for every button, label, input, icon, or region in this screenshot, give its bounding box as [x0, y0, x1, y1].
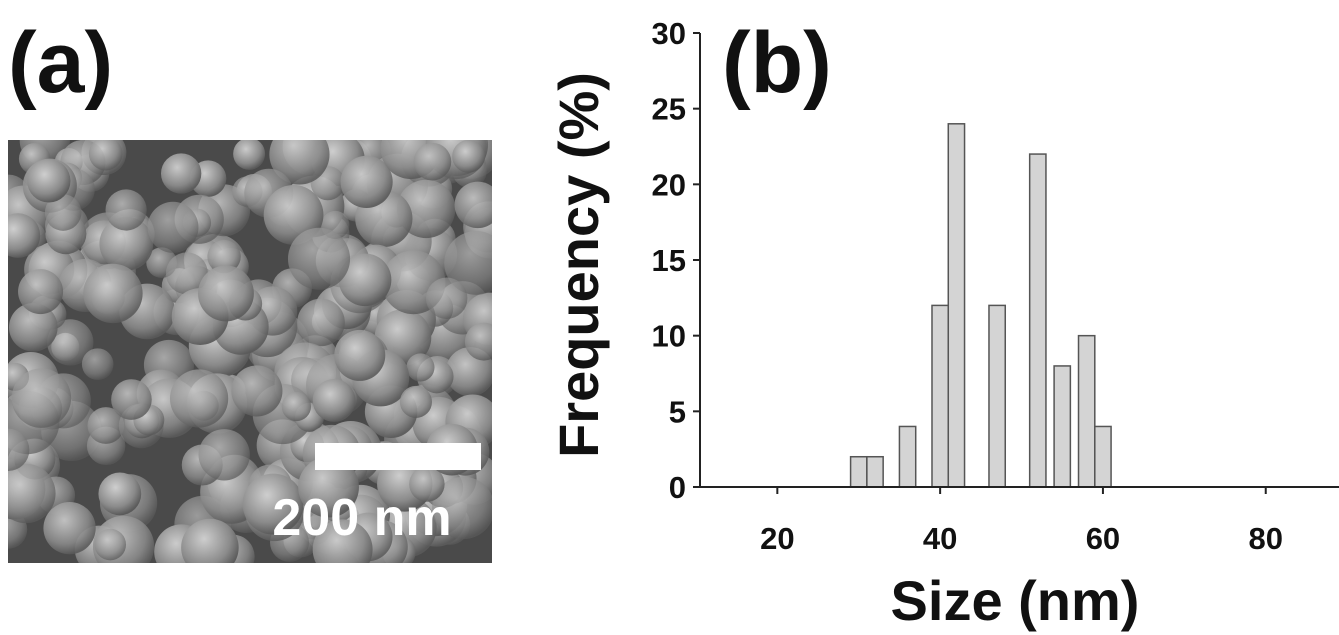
bar: [948, 124, 964, 487]
bar: [851, 457, 867, 487]
particle: [170, 369, 228, 427]
particle: [406, 353, 434, 381]
particle: [199, 429, 250, 480]
y-tick-label: 20: [652, 167, 686, 202]
y-tick-label: 10: [652, 319, 686, 354]
particle: [288, 228, 350, 290]
particle: [231, 365, 282, 416]
particle: [297, 299, 345, 347]
particle: [198, 266, 254, 322]
y-tick-label: 15: [652, 243, 686, 278]
particle: [82, 348, 114, 380]
bar: [932, 305, 948, 487]
particle: [452, 140, 485, 173]
particle: [111, 379, 152, 420]
particle: [106, 189, 147, 230]
y-axis-title: Frequency (%): [547, 72, 610, 458]
particle: [414, 143, 452, 181]
particle: [18, 269, 63, 314]
particle: [181, 519, 239, 577]
bar: [1079, 336, 1095, 487]
x-tick-label: 20: [760, 521, 794, 556]
y-tick-label: 30: [652, 16, 686, 51]
particle: [334, 330, 385, 381]
particle: [98, 472, 141, 515]
figure: (a) 200 nm (b) Frequency (%) Size (nm) 0…: [0, 0, 1339, 635]
bar: [1030, 154, 1046, 487]
particle: [455, 182, 502, 229]
particle: [400, 386, 432, 418]
scale-bar-label: 200 nm: [272, 489, 451, 547]
particle: [313, 379, 356, 422]
x-tick-label: 60: [1086, 521, 1120, 556]
bar: [1095, 426, 1111, 487]
bar: [899, 426, 915, 487]
y-tick-label: 5: [669, 394, 686, 429]
particle: [94, 529, 126, 561]
bar: [989, 305, 1005, 487]
particle: [282, 392, 311, 421]
bar: [1054, 366, 1070, 487]
x-tick-label: 40: [923, 521, 957, 556]
particle: [43, 502, 95, 554]
particle: [426, 278, 467, 319]
bar: [867, 457, 883, 487]
particle: [12, 368, 71, 427]
x-axis-title: Size (nm): [891, 569, 1140, 632]
scale-bar: [315, 443, 481, 470]
particle: [148, 202, 199, 253]
panel-label: (a): [8, 15, 113, 111]
particle: [27, 159, 70, 202]
y-tick-label: 0: [669, 470, 686, 505]
particle: [233, 138, 265, 170]
particle: [161, 153, 201, 193]
particle: [341, 156, 393, 208]
particle: [83, 264, 142, 323]
particle: [465, 323, 503, 361]
particle: [89, 137, 123, 171]
x-tick-label: 80: [1248, 521, 1282, 556]
panel-label: (b): [722, 15, 832, 111]
y-tick-label: 25: [652, 92, 686, 127]
